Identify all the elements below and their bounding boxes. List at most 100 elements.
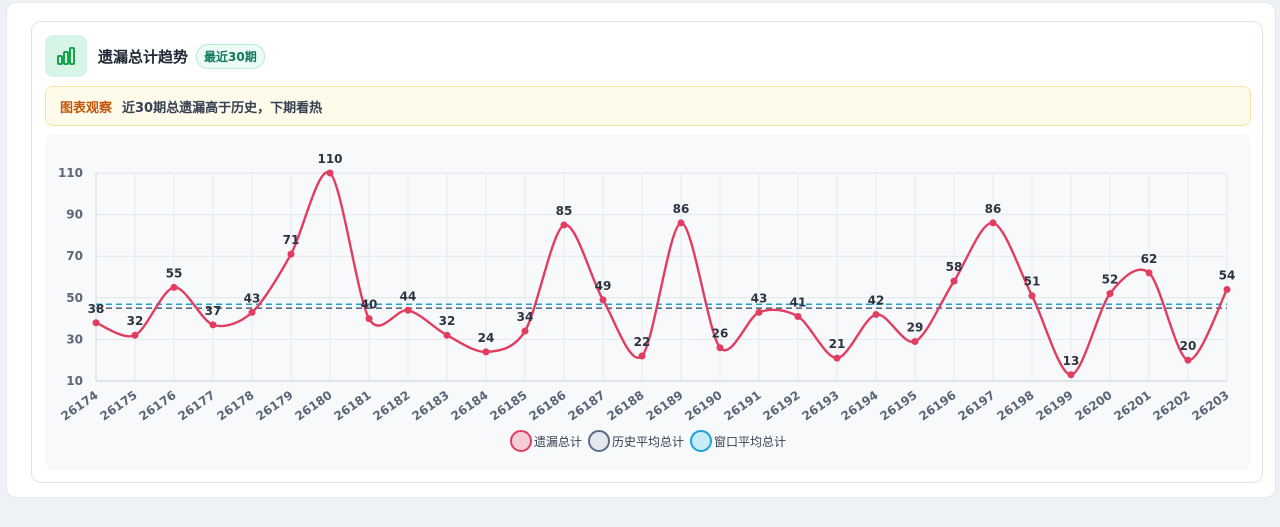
- x-tick-label: 26184: [448, 388, 490, 423]
- data-label: 58: [946, 260, 963, 274]
- x-tick-label: 26197: [955, 388, 997, 423]
- x-tick-label: 26194: [838, 388, 880, 423]
- data-point: [755, 308, 763, 316]
- data-label: 44: [400, 289, 417, 303]
- data-point: [560, 221, 568, 229]
- data-label: 42: [868, 293, 885, 307]
- data-point: [404, 306, 412, 314]
- legend-swatch: [587, 430, 610, 452]
- chart-legend: 遗漏总计 历史平均总计 窗口平均总计: [45, 430, 1251, 452]
- x-tick-label: 26178: [214, 388, 256, 423]
- data-label: 86: [985, 202, 1002, 216]
- data-point: [716, 344, 724, 352]
- x-tick-label: 26175: [97, 388, 139, 423]
- y-tick-label: 110: [58, 166, 83, 180]
- data-point: [443, 331, 451, 339]
- data-point: [482, 348, 490, 356]
- data-label: 32: [439, 314, 456, 328]
- y-tick-label: 50: [66, 291, 83, 305]
- legend-label: 遗漏总计: [533, 434, 582, 449]
- y-tick-label: 90: [66, 208, 83, 222]
- data-point: [1223, 285, 1231, 293]
- x-tick-label: 26199: [1033, 388, 1075, 423]
- trend-card: 遗漏总计趋势 最近30期 图表观察 近30期总遗漏高于历史，下期看热 10 30 5…: [31, 21, 1263, 483]
- x-tick-label: 26187: [565, 388, 607, 423]
- data-point: [989, 219, 997, 227]
- y-tick-label: 70: [66, 249, 83, 263]
- x-tick-label: 26200: [1072, 388, 1114, 423]
- line-chart: 1030507090110261742617526176261772617826…: [58, 152, 1236, 423]
- data-point: [1106, 290, 1114, 298]
- legend-label: 窗口平均总计: [714, 434, 787, 449]
- data-point: [1145, 269, 1153, 277]
- x-tick-label: 26183: [409, 388, 451, 423]
- card-header: 遗漏总计趋势 最近30期: [45, 35, 265, 77]
- data-point: [950, 277, 958, 285]
- observation-label: 图表观察: [60, 100, 113, 116]
- y-tick-label: 10: [66, 374, 83, 388]
- data-label: 62: [1141, 252, 1158, 266]
- x-tick-label: 26201: [1111, 388, 1153, 423]
- x-tick-label: 26176: [136, 388, 178, 423]
- data-label: 49: [595, 279, 612, 293]
- x-tick-label: 26181: [331, 388, 373, 423]
- card-title: 遗漏总计趋势: [98, 47, 189, 66]
- observation-text: 近30期总遗漏高于历史，下期看热: [122, 100, 323, 116]
- legend-swatch: [509, 430, 532, 452]
- data-point: [872, 310, 880, 318]
- x-tick-label: 26188: [604, 388, 646, 423]
- x-tick-label: 26196: [916, 388, 958, 423]
- bar-chart-icon: [45, 35, 87, 77]
- data-label: 54: [1219, 268, 1236, 282]
- data-label: 110: [317, 152, 342, 166]
- x-tick-label: 26192: [760, 388, 802, 423]
- data-label: 86: [673, 202, 690, 216]
- data-point: [365, 315, 373, 323]
- observation-banner: 图表观察 近30期总遗漏高于历史，下期看热: [45, 86, 1251, 126]
- x-tick-label: 26189: [643, 388, 685, 423]
- data-point: [833, 354, 841, 362]
- missing-total-line: [95, 171, 1229, 376]
- data-point: [1067, 371, 1075, 379]
- data-label: 21: [829, 337, 846, 351]
- data-point: [131, 331, 139, 339]
- data-point: [287, 250, 295, 258]
- data-label: 24: [478, 331, 495, 345]
- legend-item[interactable]: 窗口平均总计: [690, 430, 786, 452]
- data-label: 34: [517, 310, 534, 324]
- x-tick-label: 26193: [799, 388, 841, 423]
- legend-item[interactable]: 历史平均总计: [587, 430, 684, 452]
- data-label: 41: [790, 296, 807, 310]
- data-point: [170, 283, 178, 291]
- legend-swatch: [690, 430, 712, 452]
- x-tick-label: 26203: [1189, 388, 1231, 423]
- data-label: 43: [244, 291, 261, 305]
- data-label: 51: [1024, 275, 1041, 289]
- data-point: [1184, 356, 1192, 364]
- x-tick-label: 26195: [877, 388, 919, 423]
- data-label: 37: [205, 304, 222, 318]
- x-tick-label: 26190: [682, 388, 724, 423]
- x-tick-label: 26182: [370, 388, 412, 423]
- data-label: 26: [712, 327, 729, 341]
- x-tick-label: 26177: [175, 388, 217, 423]
- period-badge: 最近30期: [196, 43, 265, 69]
- legend-item[interactable]: 遗漏总计: [509, 430, 582, 452]
- data-label: 43: [751, 291, 768, 305]
- data-point: [521, 327, 529, 335]
- data-point: [638, 352, 646, 360]
- data-point: [599, 296, 607, 304]
- y-tick-label: 30: [66, 332, 83, 346]
- data-label: 55: [166, 266, 183, 280]
- data-label: 71: [283, 233, 300, 247]
- data-point: [1028, 292, 1036, 300]
- data-point: [92, 319, 100, 327]
- x-tick-label: 26180: [292, 388, 334, 423]
- x-tick-label: 26186: [526, 388, 568, 423]
- data-point: [911, 337, 919, 345]
- data-label: 22: [634, 335, 651, 349]
- data-label: 38: [88, 302, 105, 316]
- x-tick-label: 26202: [1150, 388, 1192, 423]
- data-point: [794, 313, 802, 321]
- x-tick-label: 26198: [994, 388, 1036, 423]
